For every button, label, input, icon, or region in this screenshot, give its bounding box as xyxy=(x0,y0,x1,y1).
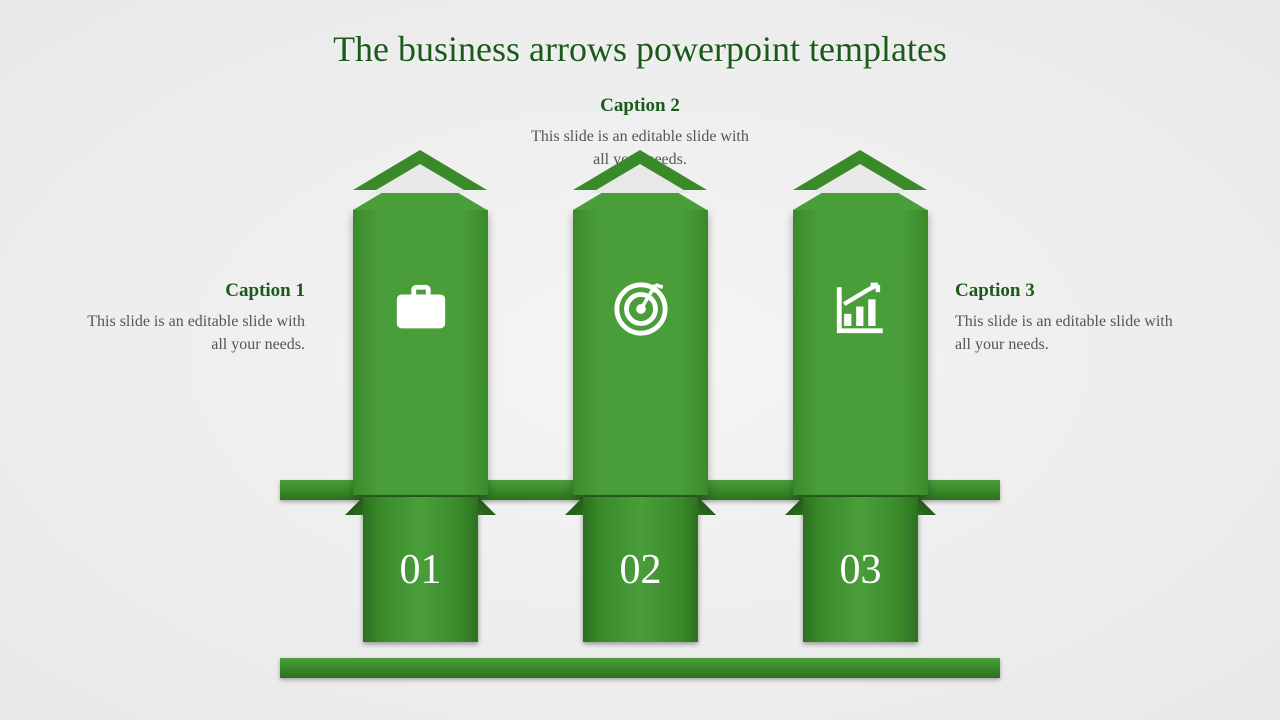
number-2: 02 xyxy=(620,546,662,594)
chart-growth-icon xyxy=(832,280,890,343)
horizontal-bar-bottom xyxy=(280,658,1000,678)
caption-1-title: Caption 1 xyxy=(75,280,305,302)
number-tab-3: 03 xyxy=(803,497,918,642)
target-icon xyxy=(612,280,670,343)
number-1: 01 xyxy=(400,546,442,594)
caption-3-body: This slide is an editable slide with all… xyxy=(955,310,1185,356)
caption-3: Caption 3 This slide is an editable slid… xyxy=(955,280,1185,356)
arrow-column-2 xyxy=(573,210,708,495)
caption-1: Caption 1 This slide is an editable slid… xyxy=(75,280,305,356)
briefcase-icon xyxy=(392,280,450,343)
number-tab-2: 02 xyxy=(583,497,698,642)
caption-2-title: Caption 2 xyxy=(525,95,755,117)
number-tab-1: 01 xyxy=(363,497,478,642)
slide-container: The business arrows powerpoint templates… xyxy=(0,0,1280,720)
chevron-accent-3 xyxy=(793,150,928,190)
number-3: 03 xyxy=(840,546,882,594)
arrow-column-1 xyxy=(353,210,488,495)
caption-1-body: This slide is an editable slide with all… xyxy=(75,310,305,356)
slide-title: The business arrows powerpoint templates xyxy=(0,0,1280,70)
chevron-accent-2 xyxy=(573,150,708,190)
caption-3-title: Caption 3 xyxy=(955,280,1185,302)
chevron-accent-1 xyxy=(353,150,488,190)
arrow-column-3 xyxy=(793,210,928,495)
